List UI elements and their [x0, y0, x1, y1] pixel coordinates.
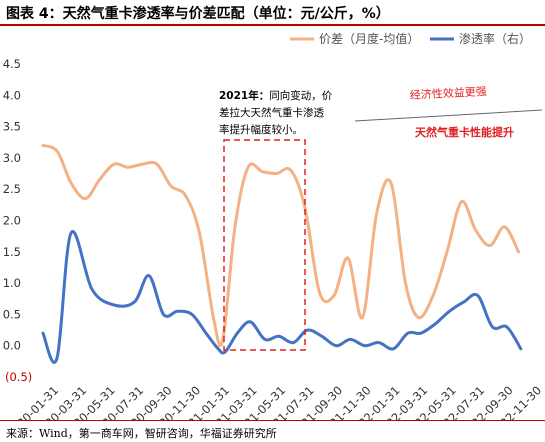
annotations: 2021年：同向变动，价差拉大天然气重卡渗透率提升幅度较小。经济性效益更强天然气… [219, 84, 543, 351]
source-note: 来源：Wind，第一商车网，智研咨询，华福证券研究所 [6, 427, 277, 440]
line-chart: 价差（月度-均值） 渗透率（右） 4.5 4.0 3.5 3.0 2.5 2.0 1.5 1.0… [3, 31, 544, 420]
y-tick-label: 2.0 [3, 214, 21, 228]
legend-price-spread-label: 价差（月度-均值） [319, 31, 419, 46]
y-tick-label: 0.5 [3, 307, 21, 321]
note-line-2: 差拉大天然气重卡渗透 [219, 106, 324, 119]
performance-note: 天然气重卡性能提升 [415, 125, 514, 139]
series-lines [41, 143, 523, 364]
note-rest: 同向变动，价 [269, 89, 332, 102]
y-tick-label: 0.0 [3, 339, 21, 353]
highlight-box-2021 [223, 139, 306, 351]
y-tick-label: 3.5 [3, 120, 21, 134]
note-bold-year: 2021年： [219, 89, 269, 102]
legend-penetration-rate-label: 渗透率（右） [459, 31, 531, 46]
divider-line [354, 109, 543, 122]
chart-title-bar: 图表 4：天然气重卡渗透率与价差匹配（单位：元/公斤，%） [0, 0, 545, 26]
y-tick-label: 4.5 [3, 57, 21, 71]
y-tick-label: (0.5) [5, 370, 32, 384]
y-axis: 4.5 4.0 3.5 3.0 2.5 2.0 1.5 1.0 0.5 0.0 (0.5) [3, 57, 33, 384]
y-tick-label: 3.0 [3, 151, 21, 165]
y-tick-label: 4.0 [3, 88, 21, 102]
y-tick-label: 1.5 [3, 245, 21, 259]
economic-benefit-note: 经济性效益更强 [409, 84, 487, 102]
price-spread-line [41, 143, 520, 348]
x-axis: 2020-01-312020-03-312020-05-312020-07-31… [4, 383, 544, 420]
source-footer: 来源：Wind，第一商车网，智研咨询，华福证券研究所 [0, 420, 545, 442]
y-tick-label: 2.5 [3, 182, 21, 196]
penetration-rate-line [41, 229, 523, 364]
note-line-1: 2021年：同向变动，价 [219, 89, 333, 102]
chart-title: 图表 4：天然气重卡渗透率与价差匹配（单位：元/公斤，%） [6, 6, 390, 22]
legend: 价差（月度-均值） 渗透率（右） [290, 31, 531, 46]
y-tick-label: 1.0 [3, 276, 21, 290]
note-line-3: 率提升幅度较小。 [219, 123, 303, 136]
